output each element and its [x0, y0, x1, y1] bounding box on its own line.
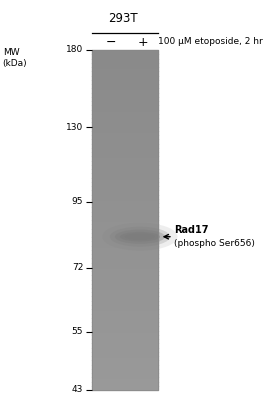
Ellipse shape: [110, 227, 170, 247]
Text: 293T: 293T: [108, 12, 138, 24]
Text: MW
(kDa): MW (kDa): [3, 48, 27, 68]
Text: 100 μM etoposide, 2 hr: 100 μM etoposide, 2 hr: [158, 38, 263, 46]
Ellipse shape: [102, 223, 178, 251]
Text: 43: 43: [72, 386, 83, 394]
Text: (phospho Ser656): (phospho Ser656): [174, 239, 255, 248]
Text: +: +: [137, 36, 148, 48]
Text: 72: 72: [72, 263, 83, 272]
Ellipse shape: [125, 234, 155, 240]
Text: 130: 130: [66, 123, 83, 132]
Text: −: −: [106, 36, 116, 48]
Text: 55: 55: [72, 327, 83, 336]
Ellipse shape: [120, 232, 160, 242]
Text: 180: 180: [66, 46, 83, 54]
Text: 95: 95: [72, 197, 83, 206]
Ellipse shape: [115, 230, 165, 244]
Text: Rad17: Rad17: [174, 225, 209, 235]
Bar: [92, 50, 158, 390]
